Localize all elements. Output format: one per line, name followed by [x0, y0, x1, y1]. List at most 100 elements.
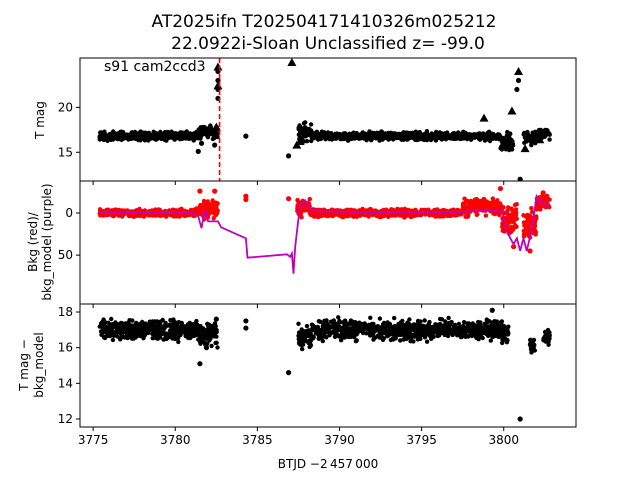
data-point [547, 137, 552, 142]
data-point [167, 134, 172, 139]
data-point [166, 323, 172, 328]
data-point [435, 333, 440, 339]
data-point [501, 137, 507, 142]
data-point [431, 334, 436, 339]
data-point [346, 331, 351, 337]
data-point [115, 326, 120, 331]
data-point [98, 130, 103, 135]
data-point [546, 342, 551, 347]
data-point [101, 330, 106, 335]
plot-area [97, 58, 552, 181]
data-point [505, 215, 510, 220]
data-point [215, 345, 220, 350]
data-point [308, 122, 314, 127]
data-point [547, 336, 552, 341]
data-point [173, 212, 178, 218]
data-point [110, 132, 115, 138]
data-band [527, 337, 537, 355]
data-point [494, 319, 500, 324]
data-point [325, 132, 330, 137]
data-point [495, 135, 500, 140]
data-point [483, 133, 488, 138]
data-point [394, 132, 399, 137]
data-point [391, 137, 396, 142]
y-tick-label: 50 [58, 248, 73, 262]
data-point [285, 370, 292, 376]
data-point [466, 325, 472, 330]
data-point [463, 214, 468, 219]
data-point [514, 86, 520, 93]
data-point [309, 138, 314, 144]
data-point [505, 222, 510, 227]
data-point [521, 234, 527, 239]
data-point [406, 130, 411, 136]
data-point [152, 134, 157, 139]
data-point [306, 328, 311, 333]
y-tick-label: 15 [58, 145, 73, 159]
data-point [146, 130, 152, 136]
data-point [142, 331, 148, 336]
data-band [296, 321, 314, 352]
data-point [364, 138, 369, 143]
data-point [343, 133, 348, 138]
upper-limit-marker [507, 106, 517, 115]
data-point [176, 339, 181, 345]
data-point [507, 131, 513, 136]
x-tick-label: 3785 [242, 433, 273, 447]
data-point [458, 334, 464, 340]
data-point [417, 321, 422, 326]
data-point [307, 196, 312, 202]
data-point [97, 324, 103, 329]
ylabel-tmag: T mag [33, 101, 47, 140]
data-point [192, 208, 198, 213]
data-point [205, 329, 211, 335]
data-point [354, 329, 360, 334]
upper-limit-marker [211, 122, 221, 131]
data-point [308, 342, 313, 348]
data-point [523, 221, 528, 226]
data-point [296, 321, 301, 326]
data-point [508, 140, 513, 145]
data-point [319, 213, 324, 219]
ylabel-tmag-text: T mag [33, 101, 47, 140]
data-point [134, 331, 140, 336]
data-point [528, 218, 533, 224]
plot-area [97, 307, 552, 422]
data-point [183, 329, 189, 335]
data-point [386, 331, 391, 336]
data-point [328, 213, 333, 218]
data-point [418, 213, 424, 218]
data-point [301, 121, 307, 126]
data-point [150, 336, 155, 341]
data-point [298, 334, 304, 340]
data-point [379, 325, 384, 330]
data-point [506, 226, 512, 231]
data-point [297, 331, 303, 336]
data-point [285, 153, 292, 159]
data-point [460, 323, 466, 329]
data-point [124, 324, 129, 330]
data-point [119, 129, 124, 134]
data-point [163, 214, 169, 219]
data-point [490, 327, 496, 332]
data-point [367, 333, 373, 338]
data-point [353, 132, 358, 138]
data-band [196, 321, 220, 350]
data-point [481, 196, 486, 202]
data-point [164, 138, 169, 143]
data-point [347, 132, 352, 137]
data-point [141, 214, 147, 219]
data-point [521, 228, 526, 233]
x-tick-label: 3790 [324, 433, 355, 447]
data-band [500, 202, 519, 236]
data-point [118, 337, 123, 342]
y-tick-label: 18 [58, 305, 73, 319]
data-point [408, 339, 413, 344]
data-point [336, 315, 341, 320]
data-point [447, 322, 453, 327]
data-point [243, 318, 249, 324]
data-point [106, 134, 111, 139]
data-point [441, 135, 446, 140]
data-point [320, 338, 325, 344]
data-point [336, 132, 341, 137]
